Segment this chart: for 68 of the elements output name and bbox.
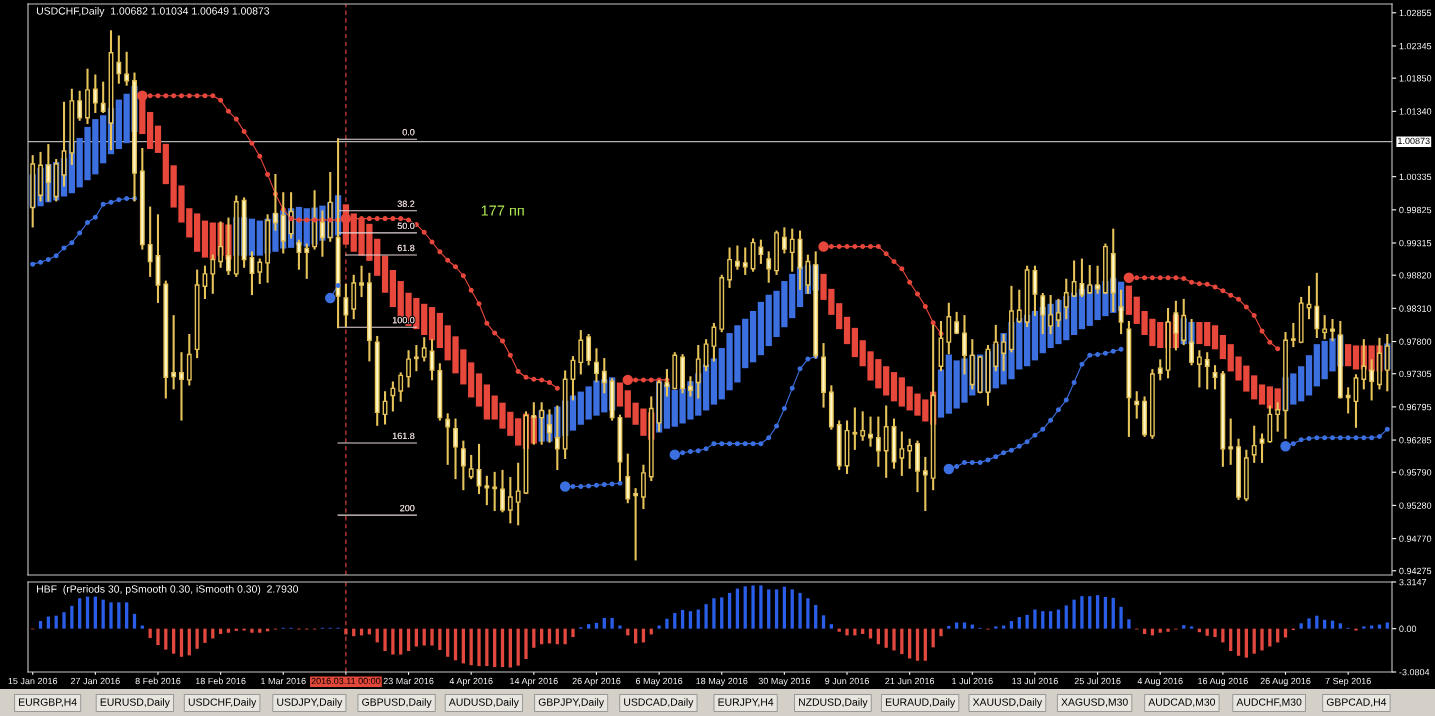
series-label: 0.0	[402, 129, 415, 136]
x-tick-label: 4 Apr 2016	[449, 677, 493, 686]
x-tick-label: 30 May 2016	[758, 677, 811, 686]
x-tick-label: 26 Apr 2016	[572, 677, 621, 686]
y-tick-label: 0.94770	[1399, 535, 1432, 542]
series-label: 50.0	[397, 222, 415, 230]
x-tick-label: 1 Mar 2016	[261, 677, 306, 685]
x-tick-label: 9 Jun 2016	[825, 677, 869, 685]
text: USDCAD,Daily	[624, 698, 694, 708]
y-tick-label: 0.00	[1399, 625, 1417, 633]
x-tick-label: 15 Jan 2016	[8, 677, 58, 685]
series-label: 200	[400, 504, 415, 512]
text: EURAUD,Daily	[885, 698, 956, 708]
text: AUDUSD,Daily	[448, 698, 519, 708]
x-tick-label: 2016.03.11 00:00	[311, 677, 381, 685]
text: XAGUSD,M30	[1061, 698, 1128, 708]
x-tick-label: 23 Mar 2016	[383, 677, 434, 685]
y-tick-label: 1.02855	[1399, 9, 1432, 17]
series-label: 38.2	[397, 200, 415, 207]
x-tick-label: 27 Jan 2016	[70, 677, 120, 685]
text: EURJPY,H4	[718, 698, 774, 708]
x-tick-label: 13 Jul 2016	[1012, 677, 1058, 685]
y-tick-label: 0.98820	[1399, 272, 1432, 279]
x-tick-label: 18 May 2016	[696, 677, 748, 686]
x-tick-label: 18 Feb 2016	[195, 677, 246, 685]
x-tick-label: 26 Aug 2016	[1260, 677, 1311, 686]
x-tick-label: 14 Apr 2016	[510, 677, 558, 686]
x-tick-label: 25 Jul 2016	[1074, 677, 1121, 685]
chart-title: HBF (rPeriods 30, pSmooth 0.30, iSmooth 0.30) 2.7930	[37, 585, 299, 595]
series-label: 61.8	[397, 244, 415, 252]
y-tick-label: 0.98310	[1399, 305, 1432, 312]
y-tick-label: 0.99315	[1399, 239, 1432, 247]
text: XAUUSD,Daily	[972, 698, 1043, 708]
x-tick-label: 1 Jul 2016	[952, 677, 993, 685]
y-tick-label: 0.94275	[1399, 567, 1432, 575]
text: EURUSD,Daily	[100, 698, 170, 708]
x-tick-label: 4 Aug 2016	[1137, 677, 1183, 686]
y-tick-label: 0.97305	[1399, 370, 1432, 378]
text: AUDCAD,M30	[1148, 698, 1216, 708]
y-tick-label: 0.96285	[1399, 437, 1432, 444]
y-tick-label: 0.95790	[1399, 469, 1432, 476]
text: GBPCAD,H4	[1326, 698, 1387, 708]
x-tick-label: 21 Jun 2016	[885, 677, 935, 685]
annotation: 177 пп	[481, 205, 524, 216]
chart-title: USDCHF,Daily 1.00682 1.01034 1.00649 1.00873	[36, 7, 270, 17]
y-tick-label: -3.0804	[1399, 668, 1430, 676]
text: USDJPY,Daily	[277, 698, 343, 708]
x-tick-label: 8 Feb 2016	[135, 677, 181, 685]
y-tick-label: 1.00335	[1399, 173, 1432, 181]
x-tick-label: 16 Aug 2016	[1198, 677, 1248, 686]
text: GBPUSD,Daily	[362, 698, 432, 708]
y-tick-label: 0.97800	[1399, 338, 1432, 345]
y-tick-label: 1.01340	[1399, 108, 1432, 115]
text: EURGBP,H4	[19, 698, 77, 708]
text: GBPJPY,Daily	[538, 698, 605, 708]
x-tick-label: 6 May 2016	[635, 677, 683, 686]
y-tick-label: 0.95280	[1399, 502, 1432, 509]
y-tick-label: 0.99825	[1399, 206, 1432, 214]
y-tick-label: 3.3147	[1399, 578, 1427, 586]
y-tick-label: 0.96795	[1399, 403, 1432, 411]
y-tick-label: 1.01850	[1399, 75, 1432, 82]
series-label: 161.8	[392, 432, 415, 440]
y-tick-label: 1.02345	[1399, 42, 1432, 50]
text: AUDCHF,M30	[1236, 698, 1302, 708]
text: NZDUSD,Daily	[799, 698, 868, 708]
ref-line-label: 1.00873	[1398, 137, 1430, 145]
x-tick-label: 7 Sep 2016	[1325, 677, 1371, 686]
text: USDCHF,Daily	[188, 698, 257, 708]
